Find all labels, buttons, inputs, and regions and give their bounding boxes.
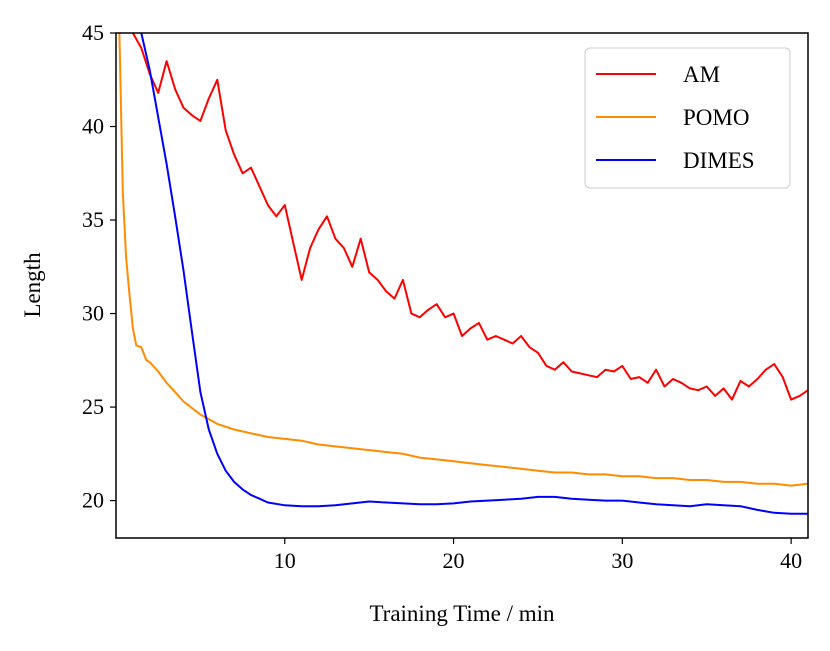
series-layer	[118, 33, 808, 515]
x-axis-label: Training Time / min	[369, 601, 555, 626]
legend-label-am: AM	[683, 62, 720, 87]
plot-frame	[115, 32, 809, 539]
y-tick-label: 35	[82, 207, 104, 232]
y-tick-label: 25	[82, 394, 104, 419]
series-line-am	[132, 33, 808, 401]
tick-layer: 10 20 30 40 20 25 30 35 40 45	[82, 20, 802, 573]
legend-label-dimes: DIMES	[683, 148, 755, 173]
legend-label-pomo: POMO	[683, 105, 749, 130]
x-tick-label: 20	[443, 548, 465, 573]
x-tick-label: 30	[611, 548, 633, 573]
series-line-pomo	[118, 33, 808, 487]
y-axis-label: Length	[20, 252, 45, 318]
legend: AM POMO DIMES	[584, 47, 791, 189]
y-tick-label: 40	[82, 114, 104, 139]
x-tick-label: 10	[274, 548, 296, 573]
y-tick-label: 20	[82, 488, 104, 513]
series-line-dimes	[140, 33, 808, 515]
x-tick-label: 40	[780, 548, 802, 573]
legend-box	[584, 47, 791, 189]
y-tick-label: 45	[82, 20, 104, 45]
y-tick-label: 30	[82, 301, 104, 326]
